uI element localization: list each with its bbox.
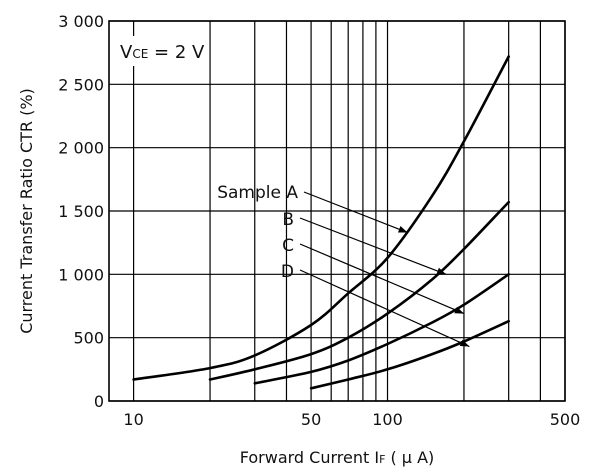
x-tick-label: 100 <box>372 410 403 429</box>
condition-subscript: CE <box>132 47 148 61</box>
condition-label: VCE = 2 V <box>120 42 205 63</box>
x-axis-label-unit: ( μ A) <box>385 448 434 467</box>
condition-label-background <box>112 36 204 66</box>
y-axis-label: Current Transfer Ratio CTR (%) <box>17 88 36 334</box>
annotation-arrowhead <box>436 267 446 275</box>
series-line-d <box>309 319 510 390</box>
plot-frame <box>108 20 566 402</box>
series-group <box>132 55 510 390</box>
y-tick-label: 1 500 <box>58 202 104 221</box>
annotation-leader-line <box>299 269 470 348</box>
annotation-group: Sample A BCD <box>217 183 470 348</box>
x-tick-label: 500 <box>550 410 581 429</box>
annotation-leader-line <box>299 243 465 315</box>
annotation-leader-line <box>299 217 447 275</box>
y-tick-label: 2 000 <box>58 139 104 158</box>
annotation-arrowhead <box>454 306 464 314</box>
annotation-arrowhead <box>398 226 408 233</box>
annotation-label: C <box>282 236 294 256</box>
series-line-c <box>253 273 510 385</box>
x-axis-label-subscript: F <box>379 453 385 466</box>
y-axis-ticks: 0 500 1 000 1 500 2 000 2 500 3 000 <box>58 12 104 411</box>
series-line-a <box>132 55 510 381</box>
x-tick-label: 10 <box>123 410 143 429</box>
x-axis-ticks: 10 50 100 500 <box>123 410 580 429</box>
y-tick-label: 0 <box>94 392 104 411</box>
y-tick-label: 2 500 <box>58 75 104 94</box>
condition-main: V <box>120 42 133 63</box>
y-tick-label: 3 000 <box>58 12 104 31</box>
annotation-leader-line <box>303 191 408 234</box>
y-tick-label: 500 <box>73 329 104 348</box>
annotation-label: D <box>281 262 294 282</box>
condition-rest: = 2 V <box>148 42 205 63</box>
y-tick-label: 1 000 <box>58 265 104 284</box>
series-line-b <box>208 200 510 381</box>
annotation-arrowhead <box>459 339 470 347</box>
x-axis-label: Forward Current IF ( μ A) <box>240 448 435 467</box>
annotation-label: Sample A <box>217 183 298 203</box>
x-axis-label-main: Forward Current I <box>240 448 379 467</box>
annotation-label: B <box>282 210 294 230</box>
x-tick-label: 50 <box>301 410 321 429</box>
